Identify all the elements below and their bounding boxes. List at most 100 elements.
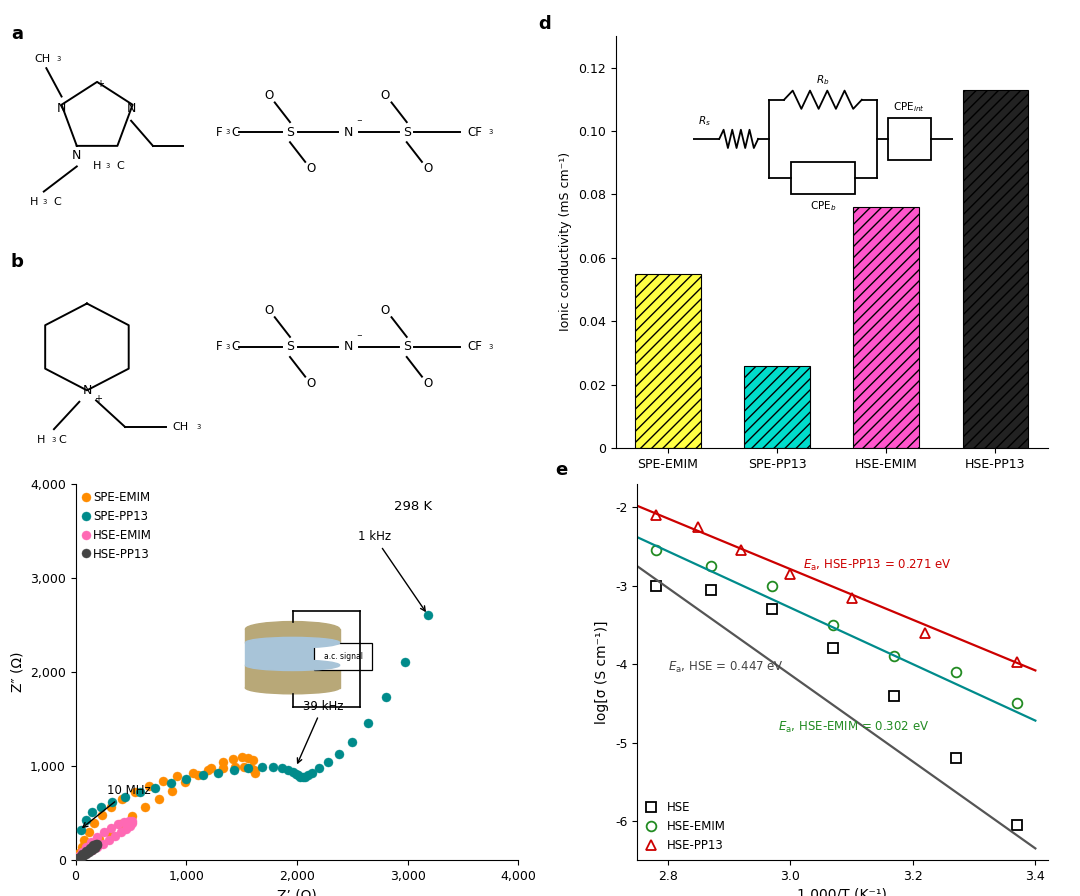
HSE-PP13: [91, 840, 104, 851]
SPE-EMIM: [84, 839, 97, 849]
SPE-EMIM: [96, 810, 109, 821]
SPE-EMIM: [248, 767, 261, 778]
Text: N: N: [72, 150, 81, 162]
SPE-EMIM: [139, 802, 152, 813]
HSE-PP13: [89, 842, 102, 853]
Text: C: C: [116, 161, 124, 171]
SPE-EMIM: [247, 764, 260, 775]
HSE-EMIM: [105, 823, 118, 833]
Text: a: a: [11, 25, 23, 43]
Text: O: O: [307, 162, 316, 176]
HSE: [649, 581, 662, 591]
SPE-EMIM: [235, 751, 248, 762]
SPE-EMIM: [192, 769, 205, 780]
SPE-EMIM: [171, 771, 184, 782]
HSE-EMIM: [73, 850, 86, 861]
Bar: [744, 366, 810, 448]
Text: N: N: [57, 102, 66, 115]
Text: O: O: [264, 304, 273, 317]
Text: +: +: [96, 79, 104, 90]
HSE-EMIM: [84, 837, 97, 848]
HSE-EMIM: [77, 850, 90, 861]
SPE-EMIM: [103, 826, 116, 837]
Text: H: H: [93, 161, 102, 171]
Text: $E_\mathrm{a}$, HSE-PP13 = 0.271 eV: $E_\mathrm{a}$, HSE-PP13 = 0.271 eV: [802, 557, 951, 573]
SPE-EMIM: [178, 777, 191, 788]
HSE: [766, 604, 779, 615]
Text: $_3$: $_3$: [195, 422, 202, 432]
HSE-EMIM: [80, 842, 93, 853]
Legend: HSE, HSE-EMIM, HSE-PP13: HSE, HSE-EMIM, HSE-PP13: [640, 797, 730, 857]
SPE-PP13: [95, 801, 108, 812]
SPE-PP13: [296, 772, 309, 783]
HSE-EMIM: [91, 831, 104, 842]
Bar: [635, 273, 701, 448]
Text: $_3$: $_3$: [225, 342, 231, 352]
Text: $_3$: $_3$: [56, 54, 62, 64]
Text: C: C: [231, 340, 240, 353]
Text: O: O: [423, 377, 433, 390]
Text: $_3$: $_3$: [106, 161, 111, 171]
HSE-PP13: [70, 854, 83, 865]
SPE-EMIM: [116, 794, 129, 805]
SPE-PP13: [179, 774, 193, 785]
SPE-EMIM: [216, 762, 229, 773]
SPE-PP13: [322, 757, 335, 768]
HSE-EMIM: [1011, 698, 1024, 709]
Text: $E_\mathrm{a}$, HSE-EMIM = 0.302 eV: $E_\mathrm{a}$, HSE-EMIM = 0.302 eV: [778, 719, 930, 735]
SPE-PP13: [292, 770, 305, 780]
SPE-PP13: [399, 656, 411, 667]
SPE-PP13: [242, 762, 255, 773]
Text: O: O: [381, 304, 390, 317]
SPE-EMIM: [165, 785, 178, 796]
SPE-PP13: [119, 792, 132, 803]
HSE-PP13: [86, 845, 99, 856]
HSE: [1011, 820, 1024, 831]
HSE-EMIM: [111, 819, 124, 830]
Text: $_3$: $_3$: [42, 196, 49, 207]
HSE-EMIM: [125, 815, 138, 826]
Text: F: F: [216, 125, 222, 139]
Line: SPE-EMIM: SPE-EMIM: [75, 752, 259, 857]
HSE-EMIM: [125, 817, 138, 828]
SPE-PP13: [282, 764, 295, 775]
HSE-PP13: [79, 849, 92, 860]
SPE-EMIM: [204, 762, 217, 773]
HSE-EMIM: [97, 826, 110, 837]
SPE-PP13: [79, 814, 92, 825]
SPE-PP13: [294, 772, 307, 783]
HSE-PP13: [73, 852, 86, 863]
SPE-PP13: [313, 762, 326, 773]
HSE-EMIM: [949, 667, 962, 677]
HSE-PP13: [73, 851, 86, 862]
Text: H: H: [37, 435, 45, 444]
Text: C: C: [58, 435, 67, 444]
HSE-EMIM: [704, 561, 717, 572]
Line: HSE-EMIM: HSE-EMIM: [651, 546, 1022, 708]
SPE-PP13: [197, 770, 210, 780]
SPE-EMIM: [227, 754, 240, 764]
SPE-PP13: [133, 787, 146, 797]
SPE-EMIM: [216, 757, 229, 768]
HSE-PP13: [72, 853, 85, 864]
SPE-EMIM: [152, 794, 165, 805]
HSE-EMIM: [118, 816, 131, 827]
Text: 298 K: 298 K: [394, 500, 433, 513]
SPE-PP13: [164, 778, 177, 788]
Bar: [853, 207, 919, 448]
Text: +: +: [94, 393, 103, 403]
Text: S: S: [403, 125, 410, 139]
Legend: SPE-EMIM, SPE-PP13, HSE-EMIM, HSE-PP13: SPE-EMIM, SPE-PP13, HSE-EMIM, HSE-PP13: [78, 487, 157, 565]
Text: N: N: [126, 102, 136, 115]
SPE-PP13: [75, 824, 87, 835]
SPE-EMIM: [244, 762, 257, 773]
SPE-PP13: [85, 806, 98, 817]
HSE-PP13: [86, 840, 99, 850]
Text: d: d: [538, 15, 551, 33]
SPE-EMIM: [157, 776, 170, 787]
Text: $^-$: $^-$: [355, 118, 364, 128]
HSE-PP13: [83, 842, 96, 853]
SPE-EMIM: [229, 762, 242, 772]
HSE-EMIM: [91, 842, 104, 853]
Text: b: b: [11, 254, 24, 271]
